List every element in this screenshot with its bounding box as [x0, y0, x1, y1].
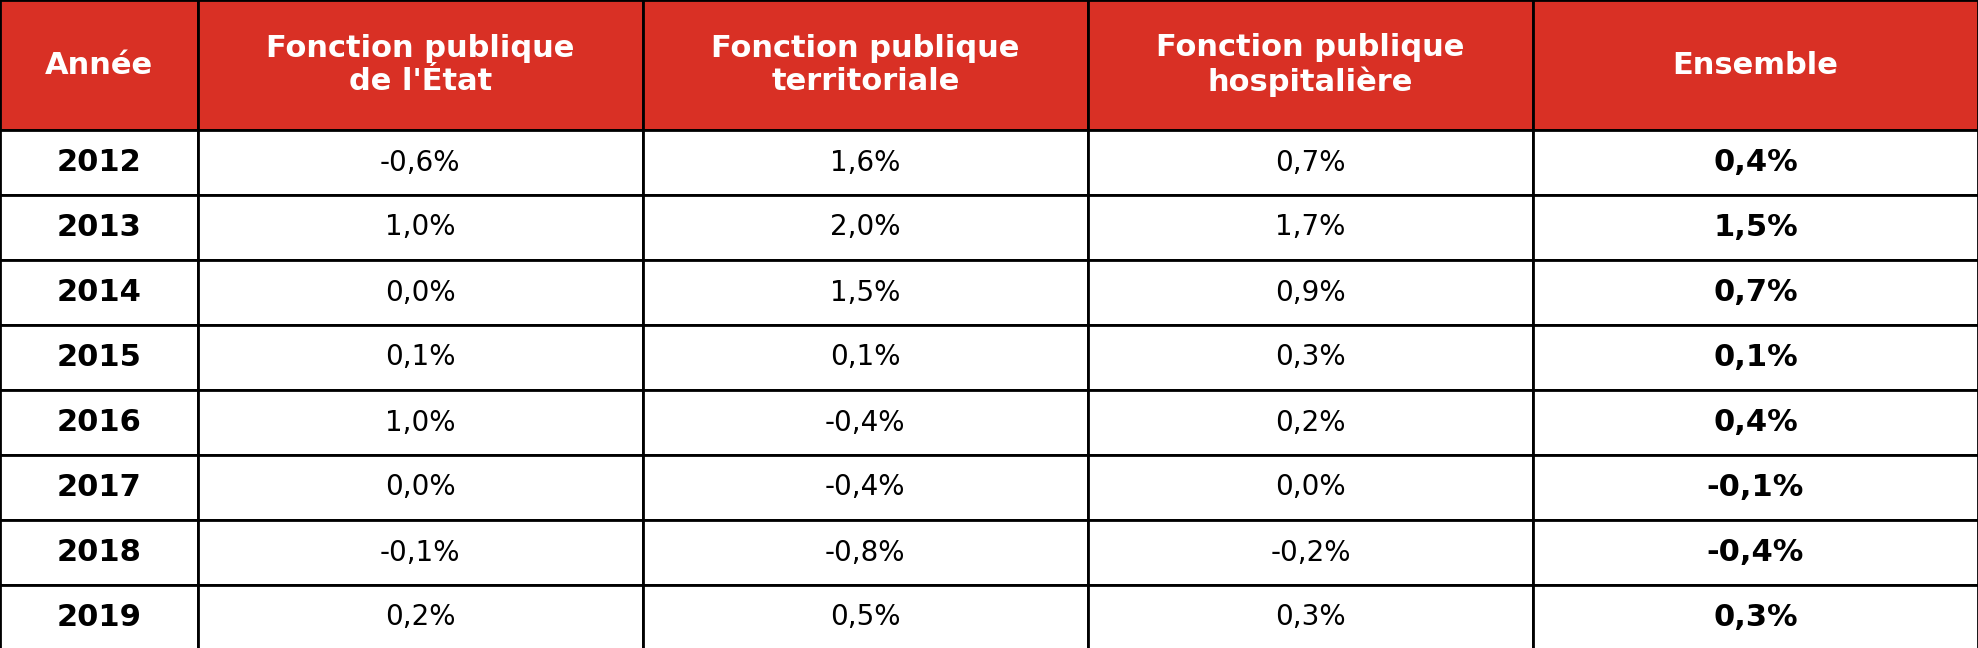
Text: 0,9%: 0,9% — [1276, 279, 1345, 307]
Bar — [1088, 130, 1533, 195]
Text: 0,4%: 0,4% — [1713, 408, 1798, 437]
Bar — [1533, 520, 1978, 585]
Bar — [0, 260, 198, 325]
Bar — [1533, 325, 1978, 390]
Bar — [0, 195, 198, 260]
Bar — [198, 0, 643, 130]
Bar — [1088, 455, 1533, 520]
Text: -0,4%: -0,4% — [825, 408, 906, 437]
Bar — [198, 260, 643, 325]
Text: 0,7%: 0,7% — [1713, 278, 1798, 307]
Text: 2014: 2014 — [57, 278, 140, 307]
Bar — [1088, 195, 1533, 260]
Text: 0,0%: 0,0% — [386, 279, 455, 307]
Text: 0,3%: 0,3% — [1276, 343, 1345, 371]
Bar — [1533, 390, 1978, 455]
Bar — [198, 520, 643, 585]
Text: Fonction publique
territoriale: Fonction publique territoriale — [712, 34, 1019, 97]
Text: Fonction publique
hospitalière: Fonction publique hospitalière — [1157, 33, 1464, 97]
Text: 0,2%: 0,2% — [1276, 408, 1345, 437]
Text: Ensemble: Ensemble — [1673, 51, 1838, 80]
Text: 0,1%: 0,1% — [386, 343, 455, 371]
Text: 0,5%: 0,5% — [831, 603, 900, 632]
Bar — [198, 585, 643, 648]
Text: Année: Année — [45, 51, 152, 80]
Text: 0,3%: 0,3% — [1713, 603, 1798, 632]
Bar — [1533, 195, 1978, 260]
Text: 1,5%: 1,5% — [1713, 213, 1798, 242]
Bar — [643, 325, 1088, 390]
Text: -0,4%: -0,4% — [825, 474, 906, 502]
Text: 2015: 2015 — [57, 343, 140, 372]
Bar — [643, 130, 1088, 195]
Bar — [643, 520, 1088, 585]
Text: -0,2%: -0,2% — [1270, 538, 1351, 566]
Text: 0,0%: 0,0% — [386, 474, 455, 502]
Bar — [198, 130, 643, 195]
Bar — [643, 195, 1088, 260]
Bar — [1533, 0, 1978, 130]
Text: 1,5%: 1,5% — [831, 279, 900, 307]
Bar — [198, 390, 643, 455]
Bar — [1088, 325, 1533, 390]
Text: 2016: 2016 — [57, 408, 140, 437]
Text: Fonction publique
de l'État: Fonction publique de l'État — [267, 34, 574, 97]
Bar — [1088, 260, 1533, 325]
Bar — [643, 390, 1088, 455]
Text: 1,0%: 1,0% — [386, 213, 455, 242]
Bar — [1533, 455, 1978, 520]
Bar — [1088, 390, 1533, 455]
Text: 1,6%: 1,6% — [831, 148, 900, 176]
Bar — [1088, 585, 1533, 648]
Text: 2,0%: 2,0% — [831, 213, 900, 242]
Text: 0,4%: 0,4% — [1713, 148, 1798, 177]
Text: -0,1%: -0,1% — [1707, 473, 1804, 502]
Text: 0,1%: 0,1% — [1713, 343, 1798, 372]
Bar — [198, 325, 643, 390]
Text: 2019: 2019 — [57, 603, 140, 632]
Bar — [643, 455, 1088, 520]
Bar — [643, 0, 1088, 130]
Bar — [1088, 0, 1533, 130]
Text: 2012: 2012 — [57, 148, 140, 177]
Bar — [198, 455, 643, 520]
Text: 0,3%: 0,3% — [1276, 603, 1345, 632]
Text: -0,4%: -0,4% — [1707, 538, 1804, 567]
Text: -0,6%: -0,6% — [380, 148, 461, 176]
Bar — [0, 520, 198, 585]
Text: 1,7%: 1,7% — [1276, 213, 1345, 242]
Bar — [1533, 130, 1978, 195]
Bar — [0, 390, 198, 455]
Text: 0,1%: 0,1% — [831, 343, 900, 371]
Bar — [643, 260, 1088, 325]
Bar — [0, 130, 198, 195]
Text: 0,2%: 0,2% — [386, 603, 455, 632]
Bar — [0, 455, 198, 520]
Bar — [643, 585, 1088, 648]
Text: 2017: 2017 — [57, 473, 140, 502]
Text: -0,8%: -0,8% — [825, 538, 906, 566]
Bar — [198, 195, 643, 260]
Bar — [0, 325, 198, 390]
Bar — [0, 585, 198, 648]
Text: 1,0%: 1,0% — [386, 408, 455, 437]
Bar — [1533, 260, 1978, 325]
Text: 2018: 2018 — [57, 538, 140, 567]
Text: 0,0%: 0,0% — [1276, 474, 1345, 502]
Bar — [0, 0, 198, 130]
Text: 0,7%: 0,7% — [1276, 148, 1345, 176]
Text: 2013: 2013 — [57, 213, 140, 242]
Bar — [1088, 520, 1533, 585]
Text: -0,1%: -0,1% — [380, 538, 461, 566]
Bar — [1533, 585, 1978, 648]
